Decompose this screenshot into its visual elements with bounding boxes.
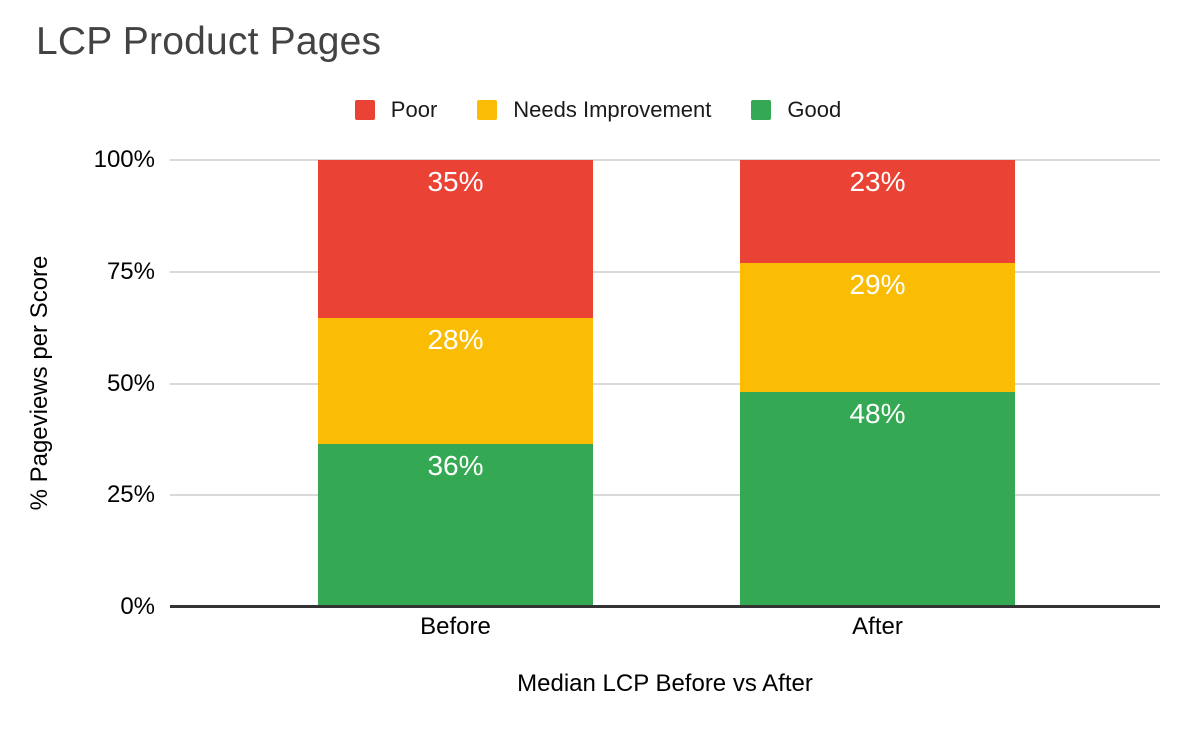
y-tick-label: 25% [106, 481, 155, 509]
bar-segment-poor-after: 23% [740, 160, 1015, 263]
legend-swatch-poor [354, 100, 375, 120]
bar-segment-value-label: 23% [849, 166, 906, 197]
legend-swatch-needs-improvement [477, 100, 498, 120]
bar-segment-value-label: 36% [427, 450, 484, 482]
gridline [170, 382, 1160, 385]
y-tick-label: 100% [93, 146, 155, 173]
bars: 35% 28% 36% 23% 29% 48% [170, 160, 1160, 607]
bar-segment-needs-improvement-before: 28% [318, 318, 593, 445]
y-tick-label: 0% [120, 593, 155, 620]
y-axis-title: % Pageviews per Score [26, 255, 53, 511]
legend-swatch-good [751, 100, 772, 120]
bar-segment-needs-improvement-after: 29% [740, 262, 1015, 393]
legend-item-good: Good [751, 97, 841, 123]
gridlines [170, 159, 1160, 607]
bar-segment-poor-before: 35% [318, 160, 593, 319]
legend-item-poor: Poor [354, 97, 438, 123]
y-axis-ticks: 100% 75% 50% 25% 0% [30, 146, 155, 620]
bar-segment-value-label: 35% [427, 166, 484, 197]
x-axis-title: Median LCP Before vs After [517, 670, 813, 697]
legend: Poor Needs Improvement Good [0, 97, 1196, 123]
gridline [170, 270, 1160, 273]
legend-item-needs-improvement: Needs Improvement [477, 97, 711, 123]
x-category-label-after: After [852, 613, 903, 640]
legend-label: Poor [390, 97, 438, 122]
y-tick-label: 50% [106, 369, 155, 397]
bar-segment-value-label: 29% [849, 268, 906, 300]
bar-before: 35% 28% 36% [318, 160, 593, 607]
gridline [170, 494, 1160, 497]
bar-segment-good-before: 36% [318, 444, 593, 607]
bar-segment-good-after: 48% [740, 392, 1015, 607]
legend-label: Needs Improvement [513, 97, 712, 122]
bar-segment-value-label: 28% [427, 324, 484, 356]
x-axis-line [170, 605, 1160, 608]
y-tick-label: 75% [106, 257, 155, 285]
bar-after: 23% 29% 48% [740, 160, 1015, 607]
chart-title: LCP Product Pages [36, 20, 382, 63]
legend-label: Good [787, 97, 842, 122]
bar-segment-value-label: 48% [849, 398, 906, 430]
x-category-label-before: Before [420, 613, 491, 640]
gridline [170, 159, 1160, 161]
plot-area: 35% 28% 36% 23% 29% 48% [170, 159, 1160, 608]
